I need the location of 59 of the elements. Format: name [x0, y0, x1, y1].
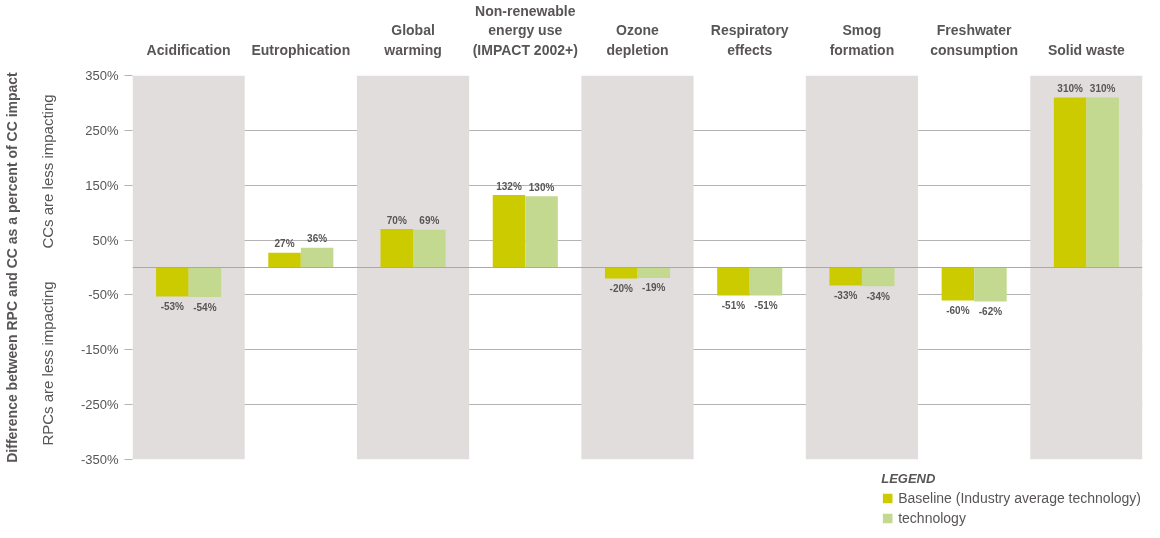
bar [1086, 97, 1119, 268]
data-label: -19% [642, 282, 666, 294]
y-tick-label: -350% [80, 452, 119, 467]
bar [604, 267, 638, 279]
data-label: -54% [193, 301, 217, 313]
y-tick-label: 350% [85, 68, 119, 83]
x-tick-label: Eutrophication [251, 41, 351, 58]
bar [749, 267, 783, 296]
data-label: 130% [528, 181, 555, 193]
legend-title: LEGEND [881, 471, 937, 486]
bar [188, 267, 222, 298]
data-label: 132% [496, 180, 522, 192]
bar [637, 267, 671, 278]
bar [1053, 97, 1087, 268]
bar [380, 229, 414, 268]
y-tick-label: -250% [80, 397, 119, 413]
y-axis-title: Difference between RPC and CC as a percent of CC impact [3, 71, 20, 463]
y-tick-label: -150% [80, 342, 119, 358]
y-tick-label: 250% [85, 122, 119, 138]
x-tick-label: Solid waste [1047, 41, 1126, 58]
legend-label: Baseline (Industry average technology) [898, 490, 1141, 506]
x-tick-label: Respiratory effects [710, 22, 789, 58]
bar [413, 229, 446, 268]
x-tick-label: Non-renewable energy use (IMPACT 2002+) [472, 3, 578, 58]
data-label: 70% [386, 214, 407, 226]
bar [300, 247, 334, 268]
data-label: -33% [834, 290, 858, 302]
data-label: -51% [754, 299, 778, 311]
y-tick-label: 50% [92, 232, 119, 248]
y-tick-label: 150% [85, 177, 119, 193]
bar [861, 267, 895, 287]
x-tick-label: Global warming [383, 22, 442, 58]
data-label: 27% [274, 238, 295, 250]
data-label: -51% [721, 299, 746, 311]
bar [156, 267, 189, 297]
bar [717, 267, 750, 296]
bar [974, 267, 1007, 302]
bar [492, 195, 526, 268]
bar [525, 196, 558, 268]
data-label: 36% [307, 233, 328, 245]
text: CCs are less impacting [38, 94, 56, 249]
data-label: 310% [1057, 82, 1084, 94]
bar [941, 267, 975, 301]
x-tick-label: Ozone depletion [606, 22, 669, 58]
data-label: -34% [866, 290, 890, 302]
x-tick-label: Freshwater consumption [930, 22, 1019, 58]
x-tick-label: Acidification [146, 41, 231, 58]
x-tick-label: Smog formation [829, 22, 895, 58]
data-label: 310% [1089, 82, 1116, 94]
data-label: -60% [946, 304, 970, 316]
text: RPCs are less impacting [38, 281, 56, 446]
data-label: -62% [978, 306, 1003, 318]
y-tick-label: -50% [88, 287, 119, 303]
data-label: 69% [419, 215, 440, 227]
bar [829, 267, 862, 286]
data-label: -20% [609, 282, 634, 294]
data-label: -53% [160, 301, 185, 313]
bar [268, 252, 301, 268]
legend-label: technology [898, 510, 966, 526]
